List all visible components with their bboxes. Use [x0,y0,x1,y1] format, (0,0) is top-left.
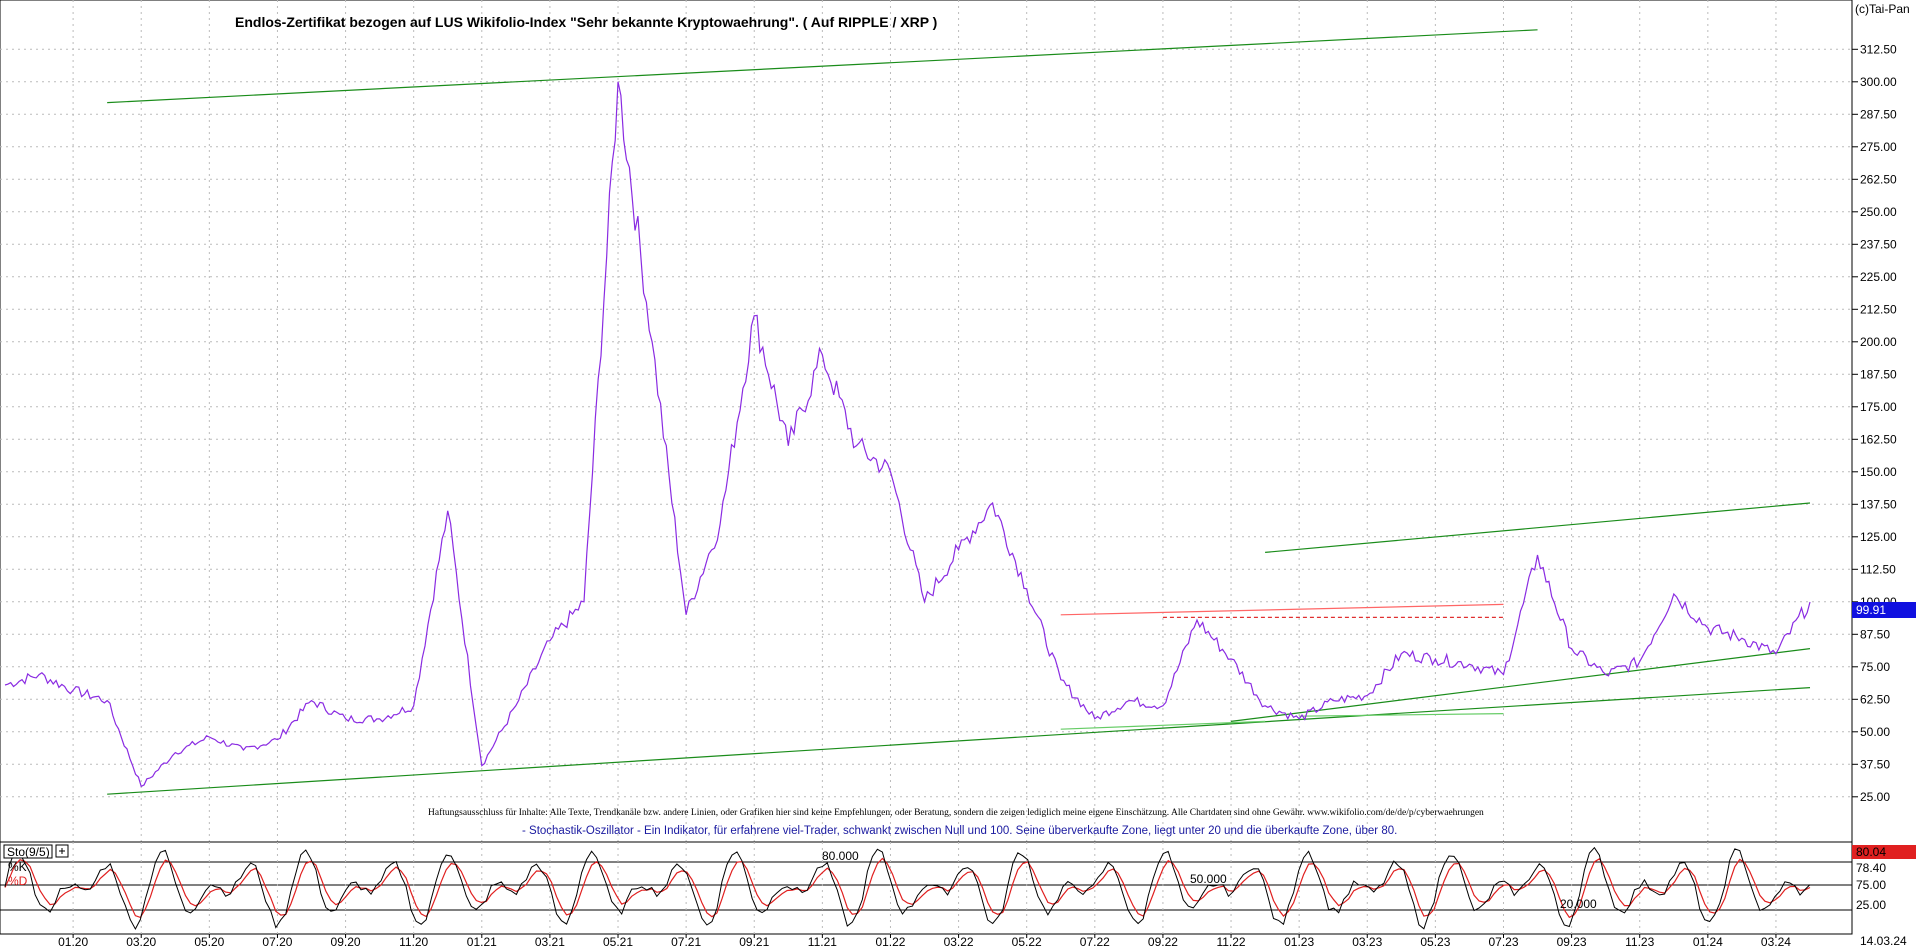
copyright-label: (c)Tai-Pan [1855,2,1910,16]
x-tick-label: 01.24 [1693,935,1723,948]
trendline [107,29,1538,104]
trendline [1299,713,1504,717]
y-tick-label: 62.50 [1860,692,1890,706]
x-tick-label: 11.20 [399,935,428,948]
x-tick-label: 07.21 [671,935,701,948]
y-tick-label: 300.00 [1860,75,1897,89]
y-tick-label: 25.00 [1860,790,1890,804]
y-axis: 25.0037.5050.0062.5075.0087.50100.00112.… [1852,42,1897,804]
x-tick-label: 05.20 [194,935,224,948]
d-value-box [1852,845,1916,859]
price-panel-frame [0,0,1853,843]
grid [0,0,1852,842]
x-tick-label: 05.23 [1420,935,1450,948]
oscillator-panel [0,841,1853,935]
y-tick-label: 37.50 [1860,757,1890,771]
osc-level-50-label: 50.000 [1190,872,1227,886]
y-tick-label: 212.50 [1860,302,1897,316]
x-tick-label: 07.20 [262,935,292,948]
price-marker-box [1852,602,1916,618]
x-tick-label: 11.23 [1625,935,1654,948]
trendline [1230,648,1811,722]
osc-scale-50-25: 25.00 [1856,898,1886,912]
x-tick-label: 05.22 [1012,935,1042,948]
y-tick-label: 200.00 [1860,335,1897,349]
x-tick-label: 01.23 [1284,935,1314,948]
x-tick-label: 05.21 [603,935,633,948]
osc-level-80-label: 80.000 [822,849,859,863]
y-tick-label: 225.00 [1860,270,1897,284]
y-tick-label: 162.50 [1860,432,1897,446]
trendline [107,687,1811,795]
oscillator-name-box[interactable] [3,844,53,859]
x-tick-label: 09.22 [1148,935,1178,948]
x-tick-label: 07.22 [1080,935,1110,948]
y-tick-label: 87.50 [1860,627,1890,641]
x-tick-label: 01.22 [875,935,905,948]
y-tick-label: 250.00 [1860,205,1897,219]
y-tick-label: 187.50 [1860,367,1897,381]
y-tick-label: 312.50 [1860,42,1897,56]
x-tick-label: 03.20 [126,935,156,948]
k-label: %K [8,860,27,874]
x-tick-label: 03.23 [1352,935,1382,948]
x-tick-label: 07.23 [1488,935,1518,948]
x-tick-label: 09.20 [331,935,361,948]
osc-scale-75: 75.00 [1856,878,1886,892]
x-tick-label: 11.22 [1216,935,1245,948]
d-label: %D [8,874,28,888]
x-tick-label: 11.21 [808,935,837,948]
trendline [1060,720,1266,730]
price-marker-value: 99.91 [1856,603,1886,617]
oscillator-info-text: - Stochastik-Oszillator - Ein Indikator,… [522,825,1397,837]
x-tick-label: 01.20 [58,935,88,948]
y-tick-label: 75.00 [1860,660,1890,674]
y-tick-label: 112.50 [1860,562,1896,576]
x-tick-label: 03.22 [944,935,974,948]
y-tick-label: 287.50 [1860,107,1897,121]
d-value: 80.04 [1856,845,1886,859]
y-tick-label: 125.00 [1860,530,1897,544]
x-tick-label: 03.21 [535,935,565,948]
disclaimer-text: Haftungsausschluss für Inhalte: Alle Tex… [428,807,1484,818]
y-tick-label: 137.50 [1860,497,1897,511]
trendline [1265,502,1811,553]
y-tick-label: 175.00 [1860,400,1897,414]
x-tick-label: 09.21 [739,935,769,948]
x-tick-label: 09.23 [1557,935,1587,948]
y-tick-label: 262.50 [1860,172,1897,186]
x-tick-label: 03.24 [1761,935,1791,948]
y-tick-label: 150.00 [1860,465,1897,479]
trendlines [107,29,1811,795]
oscillator-name: Sto(9/5) [7,845,50,859]
y-tick-label: 50.00 [1860,725,1890,739]
osc-level-20-label: 20.000 [1560,897,1597,911]
x-tick-label: 01.21 [467,935,497,948]
stochastic-k-line [4,846,1811,931]
y-tick-label: 275.00 [1860,140,1897,154]
x-axis: 01.20 03.20 05.20 07.20 09.20 11.20 01.21 03.21… [58,934,1791,948]
y-tick-label: 237.50 [1860,237,1897,251]
price-panel: 25.0037.5050.0062.5075.0087.50100.00112.… [0,0,1897,843]
trendline [1060,603,1504,616]
x-axis-end-label: 14.03.24 [1860,934,1907,948]
price-series-line [4,81,1811,788]
oscillator-panel-frame [0,841,1853,935]
k-value: 78.40 [1856,861,1886,875]
chart-title: Endlos-Zertifikat bezogen auf LUS Wikifo… [235,14,937,30]
